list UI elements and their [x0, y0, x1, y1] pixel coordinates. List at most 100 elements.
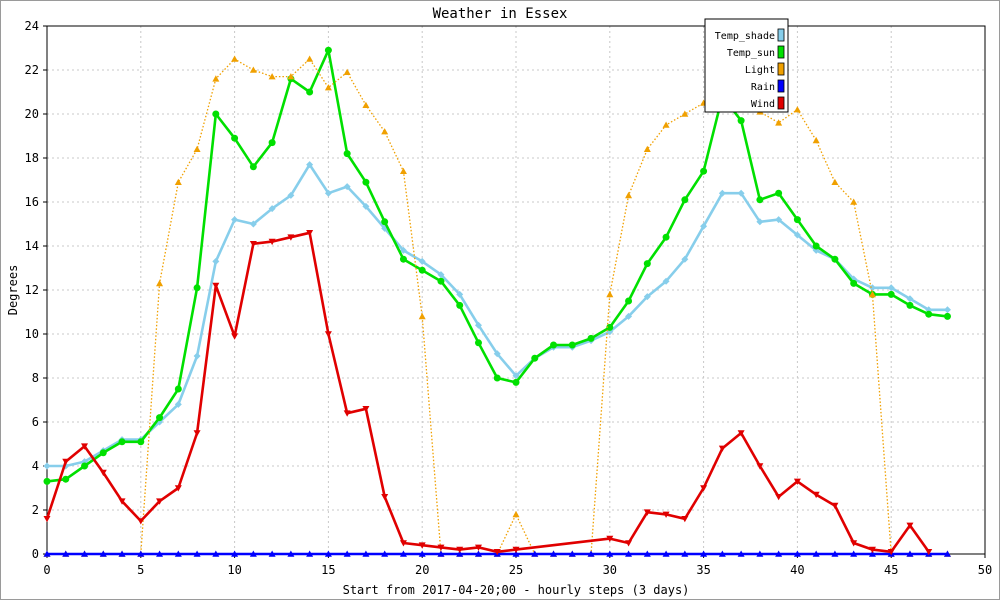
data-point	[306, 88, 314, 96]
y-tick-label: 22	[25, 63, 39, 77]
data-point	[437, 277, 445, 285]
data-point	[362, 550, 370, 557]
data-point	[662, 550, 670, 557]
data-point	[324, 46, 332, 54]
data-point	[137, 518, 145, 525]
data-point	[531, 354, 539, 362]
data-point	[81, 462, 89, 470]
data-point	[418, 312, 426, 320]
data-point	[812, 491, 820, 499]
data-point	[775, 216, 783, 224]
data-point	[343, 550, 351, 557]
data-point	[606, 290, 614, 298]
series-line	[45, 231, 930, 554]
data-point	[625, 297, 633, 305]
data-point	[887, 284, 895, 292]
data-point	[643, 550, 651, 557]
x-tick-label: 0	[43, 563, 50, 577]
data-point	[193, 430, 201, 437]
data-point	[718, 445, 726, 452]
data-point	[606, 535, 614, 543]
data-point	[268, 550, 276, 557]
data-point	[625, 312, 633, 320]
data-point	[625, 550, 633, 557]
x-axis-label: Start from 2017-04-20;00 - hourly steps …	[343, 583, 690, 597]
data-point	[43, 516, 51, 523]
data-point	[474, 550, 482, 557]
data-point	[212, 282, 220, 290]
data-point	[193, 550, 201, 557]
data-point	[343, 68, 351, 75]
data-point	[643, 293, 651, 301]
chart-title: Weather in Essex	[433, 6, 568, 22]
data-point	[737, 117, 745, 125]
data-point	[887, 290, 895, 298]
data-point	[418, 542, 426, 549]
data-point	[343, 410, 351, 417]
data-point	[381, 218, 389, 226]
y-tick-label: 2	[32, 503, 39, 517]
data-point	[943, 312, 951, 320]
data-point	[906, 550, 914, 557]
data-point	[399, 540, 407, 547]
y-tick-label: 4	[32, 459, 39, 473]
legend: Temp_shade Temp_sun Light Rain Wind	[704, 18, 789, 113]
data-point	[249, 66, 257, 73]
data-point	[437, 550, 445, 557]
data-point	[756, 218, 764, 226]
data-point	[456, 546, 464, 554]
data-point	[643, 260, 651, 268]
data-point	[793, 550, 801, 557]
data-point	[381, 494, 389, 501]
data-point	[906, 301, 914, 309]
data-point	[512, 378, 520, 386]
data-point	[118, 438, 126, 446]
series-group	[43, 46, 951, 557]
data-point	[812, 550, 820, 557]
data-point	[587, 550, 595, 557]
data-point	[793, 478, 801, 485]
series-wind	[43, 230, 933, 556]
data-point	[212, 550, 220, 557]
data-point	[625, 540, 633, 547]
data-point	[474, 544, 482, 551]
legend-label: Rain	[751, 82, 775, 93]
legend-swatch	[777, 96, 785, 110]
data-point	[456, 290, 464, 298]
data-point	[437, 271, 445, 279]
data-point	[700, 222, 708, 230]
y-tick-label: 10	[25, 327, 39, 341]
legend-swatch	[777, 28, 785, 42]
data-point	[268, 238, 276, 246]
data-point	[343, 183, 351, 191]
data-point	[399, 246, 407, 254]
legend-swatch	[777, 45, 785, 59]
data-point	[99, 449, 107, 457]
data-point	[793, 231, 801, 239]
legend-label: Temp_sun	[727, 48, 775, 59]
data-point	[568, 550, 576, 557]
data-point	[662, 233, 670, 241]
data-point	[212, 110, 220, 118]
data-point	[249, 163, 257, 171]
data-point	[324, 331, 332, 338]
data-point	[550, 550, 558, 557]
data-point	[850, 540, 858, 547]
y-axis-label: Degrees	[6, 265, 20, 316]
data-point	[324, 189, 332, 197]
data-point	[681, 196, 689, 204]
data-point	[62, 458, 70, 466]
data-point	[156, 550, 164, 557]
data-point	[943, 550, 951, 557]
data-point	[306, 230, 314, 237]
y-tick-label: 16	[25, 195, 39, 209]
data-point	[868, 290, 876, 298]
data-point	[249, 241, 257, 248]
x-tick-label: 45	[884, 563, 898, 577]
data-point	[43, 462, 51, 470]
data-point	[362, 202, 370, 210]
data-point	[306, 550, 314, 557]
data-point	[531, 550, 539, 557]
